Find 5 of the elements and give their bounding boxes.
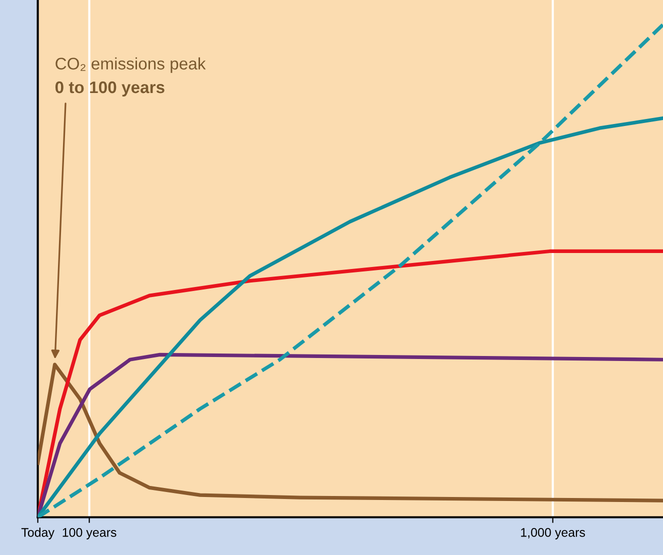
annotation: 0 to 100 years — [55, 81, 164, 96]
x-tick-label: 1,000 years — [521, 528, 585, 540]
annotation: CO₂ emissions peak — [56, 57, 206, 73]
x-tick-label: Today — [21, 528, 54, 540]
x-tick-label: 100 years — [62, 528, 116, 540]
